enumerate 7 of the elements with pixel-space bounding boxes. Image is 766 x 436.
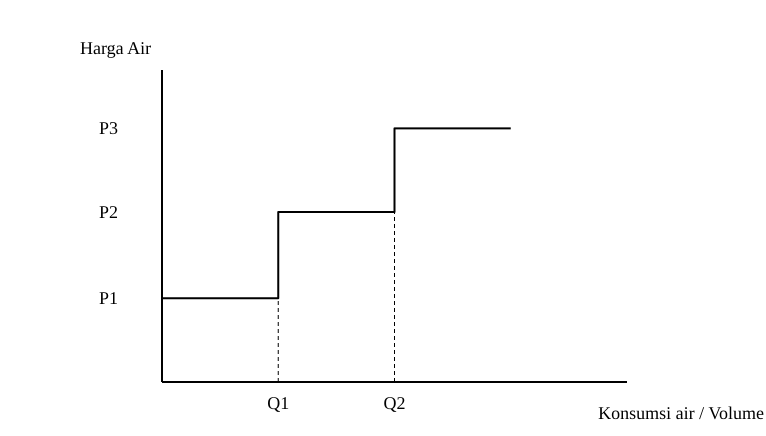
text: P2 <box>98 201 119 224</box>
y-axis-title: Harga Air <box>80 38 152 59</box>
x-tick-label: Q2 <box>384 392 406 413</box>
text: P3 <box>98 117 119 140</box>
x-axis-title: Konsumsi air / Volume <box>598 403 764 424</box>
x-tick-label: Q1 <box>267 392 290 413</box>
text: P1 <box>98 287 119 310</box>
